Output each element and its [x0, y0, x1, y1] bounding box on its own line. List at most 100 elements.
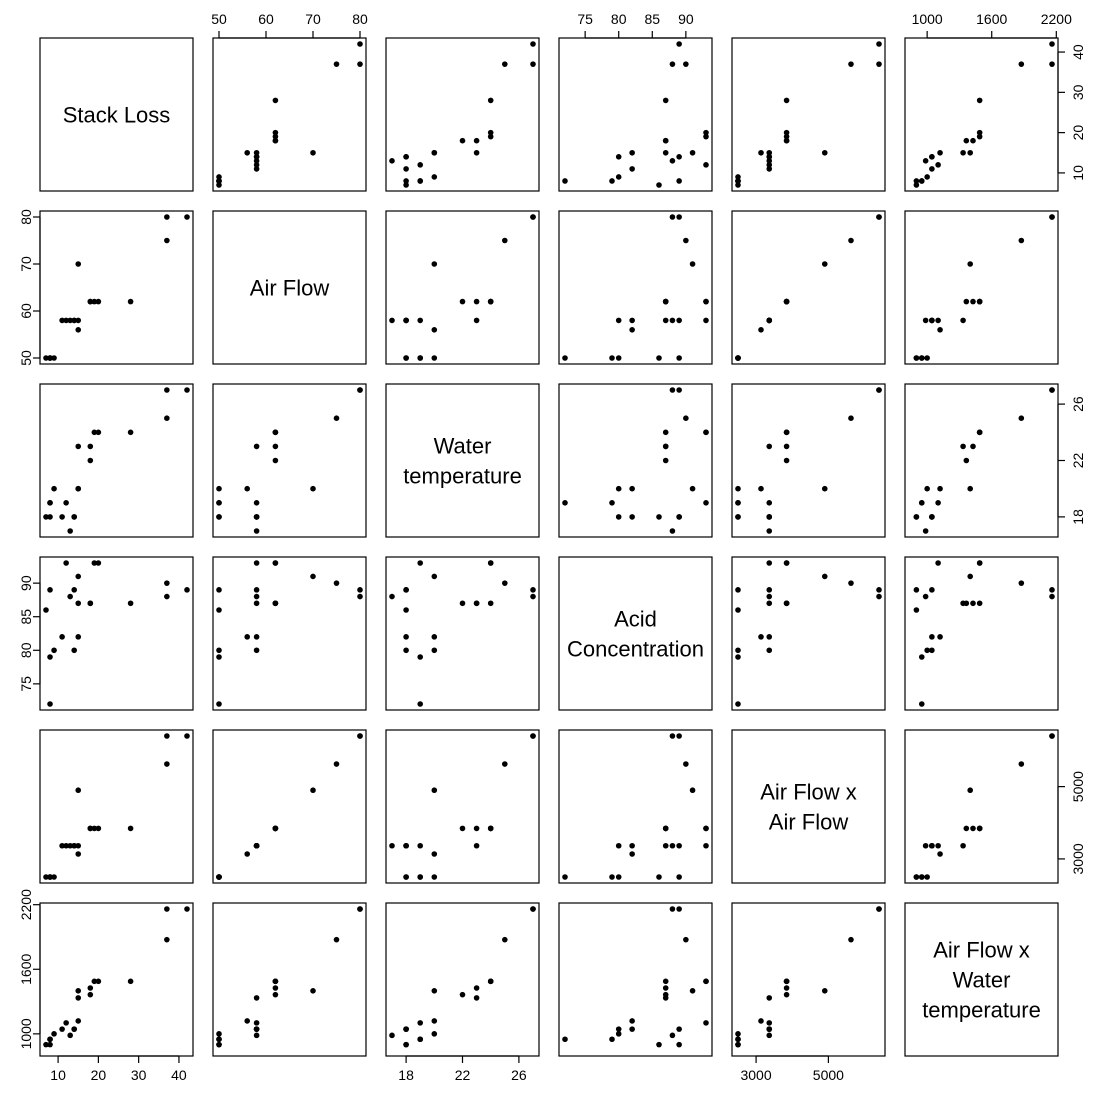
data-point [487, 825, 494, 832]
data-point [127, 600, 134, 607]
data-point [357, 587, 363, 593]
panel-air-flow-x-air-flow-vs-air-flow-x-water-temperature [904, 729, 1059, 884]
x-tick-label: 1600 [976, 11, 1007, 27]
data-point [562, 1036, 568, 1043]
data-point [929, 154, 935, 160]
data-point [929, 514, 935, 520]
data-point [431, 851, 438, 857]
data-point [75, 851, 82, 857]
data-point [735, 587, 741, 593]
data-point [967, 485, 973, 492]
data-point [71, 587, 77, 593]
data-point [63, 1020, 69, 1026]
variable-label: Air Flow [250, 276, 330, 301]
panel-frame [558, 210, 713, 365]
data-point [67, 317, 73, 324]
data-point [1049, 214, 1055, 220]
data-point [87, 298, 94, 305]
data-point [1049, 387, 1055, 393]
data-point [922, 593, 929, 600]
data-point [473, 149, 480, 156]
data-point [929, 166, 935, 172]
y-tick-label: 80 [18, 209, 34, 225]
data-point [473, 137, 480, 144]
variable-label: Air Flow [769, 810, 849, 835]
data-point [530, 214, 536, 220]
data-point [310, 149, 316, 156]
data-point [164, 415, 170, 422]
data-point [417, 654, 424, 660]
data-point [735, 178, 741, 184]
data-point [87, 985, 94, 991]
data-point [735, 1041, 741, 1048]
data-point [735, 355, 741, 361]
data-point [1049, 41, 1055, 47]
data-point [766, 514, 773, 520]
data-point [1018, 237, 1025, 244]
data-point [502, 237, 508, 244]
data-point [976, 97, 983, 104]
data-point [662, 149, 669, 156]
y-tick-label: 22 [1070, 453, 1086, 469]
panel-frame [731, 556, 886, 711]
data-point [703, 298, 709, 305]
x-tick-label: 90 [678, 11, 694, 27]
data-point [935, 162, 941, 168]
data-point [184, 906, 190, 912]
data-point [913, 874, 920, 880]
panel-frame [385, 383, 540, 538]
data-point [821, 988, 828, 994]
data-point [216, 500, 222, 506]
data-point [403, 607, 409, 613]
data-point [703, 129, 709, 136]
data-point [683, 761, 689, 767]
data-point [473, 825, 480, 832]
data-point [1018, 61, 1025, 67]
data-point [656, 514, 662, 520]
data-point [253, 995, 260, 1001]
data-point [253, 634, 260, 640]
data-point [735, 607, 741, 613]
panel-frame [731, 729, 886, 884]
panel-frame [558, 902, 713, 1057]
panel-acid-concentration-vs-stack-loss [39, 556, 194, 711]
data-point [272, 978, 279, 985]
data-point [735, 647, 741, 654]
data-point [662, 429, 669, 436]
panel-acid-concentration-vs-water-temperature [385, 556, 540, 711]
panel-frame [904, 210, 1059, 365]
data-point [1049, 61, 1055, 67]
data-point [766, 647, 773, 654]
variable-label: Water [434, 434, 492, 459]
data-point [431, 174, 438, 180]
data-point [922, 842, 929, 849]
panel-acid-concentration-vs-air-flow-x-air-flow [731, 556, 886, 711]
data-point [164, 593, 170, 600]
x-tick-label: 22 [455, 1067, 471, 1083]
data-point [676, 355, 682, 361]
data-point [937, 327, 943, 333]
x-tick-label: 80 [352, 11, 368, 27]
data-point [63, 317, 69, 324]
data-point [766, 500, 773, 506]
data-point [766, 149, 773, 156]
data-point [59, 514, 65, 520]
data-point [562, 178, 568, 184]
data-point [876, 41, 882, 47]
data-point [431, 874, 438, 880]
panel-frame [385, 210, 540, 365]
data-point [676, 1026, 682, 1032]
data-point [848, 237, 854, 244]
x-tick-label: 75 [577, 11, 593, 27]
panel-frame [731, 902, 886, 1057]
data-point [431, 355, 438, 361]
data-point [562, 500, 568, 506]
data-point [216, 485, 222, 492]
data-point [662, 825, 669, 832]
data-point [417, 355, 424, 361]
data-point [333, 936, 340, 943]
data-point [629, 1026, 635, 1032]
data-point [502, 580, 508, 586]
data-point [1049, 593, 1055, 600]
data-point [960, 842, 966, 849]
